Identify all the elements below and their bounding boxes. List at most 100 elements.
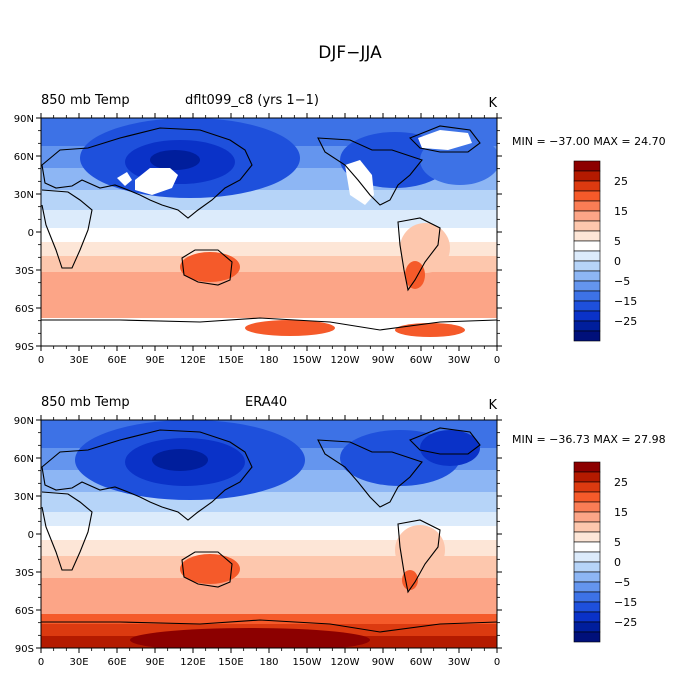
colorbar-swatch — [573, 531, 601, 543]
lon-tick-label: 0 — [494, 355, 500, 366]
colorbar-swatch — [573, 631, 601, 643]
lon-tick-label: 120E — [180, 657, 205, 668]
colorbar-swatch — [573, 471, 601, 483]
lat-tick-label: 30N — [14, 190, 34, 201]
lon-tick-label: 60E — [107, 355, 126, 366]
colorbar-swatch — [573, 330, 601, 342]
lat-tick-label: 30S — [15, 266, 34, 277]
longitude-axis: 0 30E 60E 90E 120E 150E 180 150W 120W 90W 60W 30W 0 — [38, 113, 500, 366]
panel-stats: MIN = −37.00 MAX = 24.70 — [512, 135, 666, 148]
colorbar: 25 15 5 0 −5 −15 −25 — [573, 461, 637, 643]
lon-tick-label: 0 — [38, 355, 44, 366]
colorbar-label: −25 — [614, 315, 637, 328]
colorbar-swatch — [573, 461, 601, 473]
panel-reanalysis: 850 mb Temp ERA40 K MIN = −36.73 MAX = 2… — [14, 395, 666, 668]
colorbar-swatch — [573, 320, 601, 332]
lat-tick-label: 60N — [14, 152, 34, 163]
colorbar-label: 5 — [614, 536, 621, 549]
lon-tick-label: 120W — [331, 657, 360, 668]
lon-tick-label: 180 — [259, 657, 278, 668]
lon-tick-label: 120W — [331, 355, 360, 366]
lat-tick-label: 0 — [28, 228, 34, 239]
colorbar-swatch — [573, 220, 601, 232]
colorbar-label: 0 — [614, 255, 621, 268]
panel-model: 850 mb Temp dflt099_c8 (yrs 1−1) K MIN =… — [14, 93, 666, 366]
colorbar-swatch — [573, 541, 601, 553]
colorbar-swatch — [573, 501, 601, 513]
colorbar-swatch — [573, 601, 601, 613]
colorbar-swatch — [573, 511, 601, 523]
colorbar-swatch — [573, 491, 601, 503]
longitude-axis: 0 30E 60E 90E 120E 150E 180 150W 120W 90W 60W 30W 0 — [38, 415, 500, 668]
panel-units: K — [488, 398, 497, 413]
colorbar-label: 25 — [614, 175, 628, 188]
lon-tick-label: 150W — [293, 355, 322, 366]
colorbar-swatch — [573, 300, 601, 312]
colorbar: 25 15 5 0 −5 −15 −25 — [573, 160, 637, 342]
lat-tick-label: 0 — [28, 530, 34, 541]
colorbar-swatch — [573, 200, 601, 212]
lat-tick-label: 90N — [14, 114, 34, 125]
colorbar-swatch — [573, 581, 601, 593]
colorbar-swatch — [573, 310, 601, 322]
lat-tick-label: 60S — [15, 304, 34, 315]
colorbar-swatch — [573, 240, 601, 252]
colorbar-swatch — [573, 481, 601, 493]
colorbar-label: 25 — [614, 476, 628, 489]
colorbar-swatch — [573, 591, 601, 603]
colorbar-swatch — [573, 160, 601, 172]
lon-tick-label: 0 — [38, 657, 44, 668]
colorbar-swatch — [573, 260, 601, 272]
lat-tick-label: 90N — [14, 416, 34, 427]
lon-tick-label: 90E — [145, 657, 164, 668]
lat-tick-label: 90S — [15, 644, 34, 655]
lon-tick-label: 180 — [259, 355, 278, 366]
lat-tick-label: 60S — [15, 606, 34, 617]
panel-units: K — [488, 96, 497, 111]
colorbar-swatch — [573, 571, 601, 583]
lat-tick-label: 60N — [14, 454, 34, 465]
lon-tick-label: 90W — [372, 355, 395, 366]
colorbar-label: 15 — [614, 506, 628, 519]
panel-case-title: dflt099_c8 (yrs 1−1) — [185, 93, 319, 108]
lat-tick-label: 90S — [15, 342, 34, 353]
colorbar-swatch — [573, 551, 601, 563]
coastlines — [41, 125, 497, 331]
figure-title: DJF−JJA — [318, 43, 382, 63]
panel-variable: 850 mb Temp — [41, 93, 130, 108]
colorbar-label: −15 — [614, 295, 637, 308]
lon-tick-label: 60W — [410, 657, 433, 668]
lon-tick-label: 30W — [448, 355, 471, 366]
lon-tick-label: 60W — [410, 355, 433, 366]
colorbar-swatch — [573, 290, 601, 302]
latitude-axis: 90N 60N 30N 0 30S 60S 90S — [14, 416, 502, 655]
colorbar-label: 0 — [614, 556, 621, 569]
lon-tick-label: 150E — [218, 355, 243, 366]
lat-tick-label: 30S — [15, 568, 34, 579]
colorbar-swatch — [573, 621, 601, 633]
lon-tick-label: 90W — [372, 657, 395, 668]
colorbar-swatch — [573, 170, 601, 182]
lon-tick-label: 120E — [180, 355, 205, 366]
lon-tick-label: 150E — [218, 657, 243, 668]
colorbar-label: −25 — [614, 616, 637, 629]
colorbar-swatch — [573, 250, 601, 262]
colorbar-swatch — [573, 561, 601, 573]
colorbar-label: −5 — [614, 275, 630, 288]
lat-tick-label: 30N — [14, 492, 34, 503]
lon-tick-label: 30W — [448, 657, 471, 668]
colorbar-swatch — [573, 230, 601, 242]
temperature-field-map — [41, 118, 497, 346]
panel-case-title: ERA40 — [245, 395, 287, 410]
colorbar-label: 15 — [614, 205, 628, 218]
colorbar-label: −15 — [614, 596, 637, 609]
panel-stats: MIN = −36.73 MAX = 27.98 — [512, 433, 666, 446]
panel-variable: 850 mb Temp — [41, 395, 130, 410]
lon-tick-label: 30E — [69, 355, 88, 366]
colorbar-swatch — [573, 280, 601, 292]
colorbar-swatch — [573, 521, 601, 533]
colorbar-label: −5 — [614, 576, 630, 589]
latitude-axis: 90N 60N 30N 0 30S 60S 90S — [14, 114, 502, 353]
colorbar-swatch — [573, 180, 601, 192]
